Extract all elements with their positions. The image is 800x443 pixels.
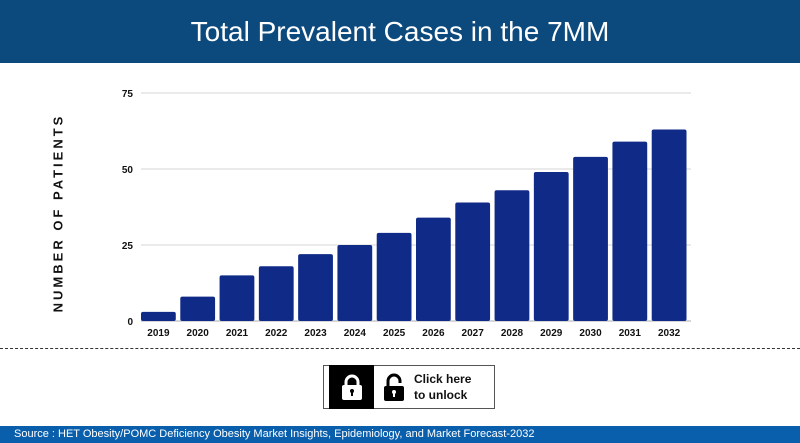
x-tick-label: 2029 <box>540 328 563 339</box>
y-tick-label: 25 <box>122 241 134 252</box>
bar <box>494 190 530 321</box>
bar <box>651 129 687 321</box>
unlock-label-line1: Click here <box>414 372 472 386</box>
bar <box>258 266 294 321</box>
x-tick-label: 2030 <box>579 328 602 339</box>
y-tick-label: 75 <box>122 89 134 100</box>
bar <box>533 172 569 321</box>
bar <box>337 245 373 321</box>
x-tick-label: 2027 <box>462 328 485 339</box>
bar <box>141 311 176 321</box>
bar <box>573 156 608 321</box>
unlocked-lock-icon <box>374 373 414 401</box>
bar <box>416 217 451 321</box>
x-tick-label: 2026 <box>422 328 445 339</box>
x-tick-label: 2023 <box>304 328 327 339</box>
bar <box>219 275 255 321</box>
x-tick-label: 2032 <box>658 328 681 339</box>
y-tick-label: 0 <box>127 317 133 328</box>
x-tick-label: 2024 <box>344 328 367 339</box>
y-tick-label: 50 <box>122 165 134 176</box>
x-tick-label: 2019 <box>147 328 170 339</box>
x-tick-label: 2031 <box>619 328 642 339</box>
lock-icon <box>329 365 374 409</box>
bar <box>180 296 216 321</box>
unlock-button[interactable]: Click here to unlock <box>323 365 495 409</box>
bar-chart: 0 25 50 75 2019 2020 2021 2022 2023 2024 2025 2026 2… <box>122 89 691 339</box>
chart-title: Total Prevalent Cases in the 7MM <box>190 15 610 47</box>
source-footer: Source : HET Obesity/POMC Deficiency Obe… <box>0 426 800 443</box>
bar <box>298 254 333 321</box>
x-tick-label: 2020 <box>187 328 210 339</box>
x-tick-label: 2022 <box>265 328 288 339</box>
x-tick-label: 2021 <box>226 328 249 339</box>
divider <box>0 348 800 349</box>
x-tick-label: 2025 <box>383 328 406 339</box>
x-tick-label: 2028 <box>501 328 524 339</box>
chart-title-banner: Total Prevalent Cases in the 7MM <box>0 0 800 63</box>
unlock-label-line2: to unlock <box>414 388 468 402</box>
bar <box>612 141 648 321</box>
bar <box>455 202 491 321</box>
bar <box>376 232 412 321</box>
